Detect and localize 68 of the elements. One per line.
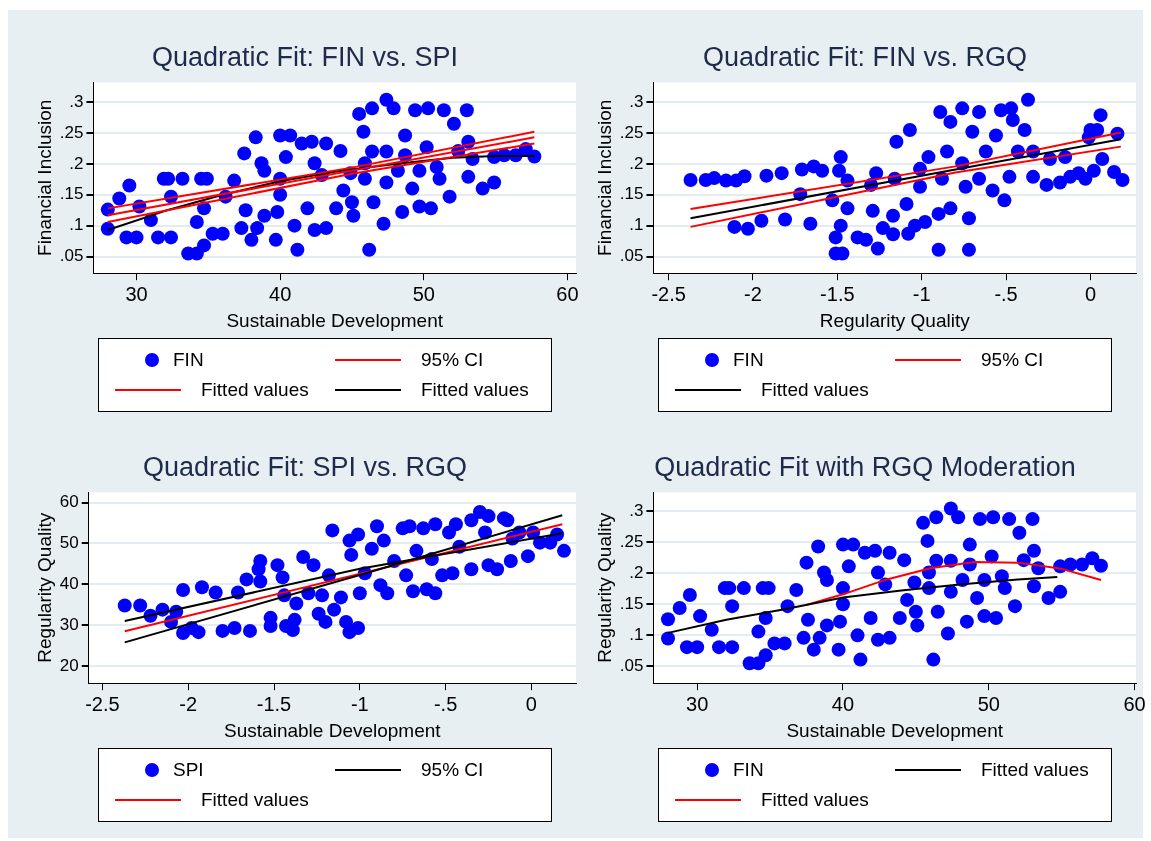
x-tick-label: -.5 — [994, 282, 1018, 305]
x-tick-label: -1 — [350, 692, 369, 715]
y-tick-label: .15 — [619, 593, 644, 613]
y-tick-label: .3 — [629, 91, 644, 111]
x-tick-label: 50 — [412, 282, 435, 305]
y-tick-label: 40 — [59, 574, 79, 594]
legend-label: FIN — [173, 349, 204, 371]
legend-label: 95% CI — [421, 759, 484, 781]
chart-title: Quadratic Fit with RGQ Moderation — [654, 451, 1076, 482]
y-tick-label: .05 — [59, 246, 84, 266]
y-tick-label: .25 — [619, 122, 644, 142]
x-tick-label: -1 — [912, 282, 931, 305]
y-tick-label: .2 — [629, 153, 644, 173]
x-tick-label: 0 — [525, 692, 537, 715]
x-tick-label: 30 — [686, 692, 709, 715]
legend-label: Fitted values — [761, 789, 869, 811]
x-tick-label: -2.5 — [85, 692, 120, 715]
legend-label: Fitted values — [981, 759, 1089, 781]
legend-label: FIN — [733, 349, 764, 371]
y-tick-label: .05 — [619, 656, 644, 676]
legend-label: SPI — [173, 759, 204, 781]
legend-label: 95% CI — [981, 349, 1044, 371]
x-axis-title: Sustainable Development — [226, 309, 444, 331]
chart-title: Quadratic Fit: FIN vs. RGQ — [702, 41, 1028, 72]
x-tick-label: 60 — [556, 282, 579, 305]
x-axis-title: Sustainable Development — [224, 719, 442, 741]
chart-title: Quadratic Fit: FIN vs. SPI — [151, 41, 459, 72]
chart-title: Quadratic Fit: SPI vs. RGQ — [142, 451, 468, 482]
y-axis-title: Financial Inclusion — [593, 99, 615, 256]
y-tick-label: 30 — [59, 614, 79, 634]
y-tick-label: 20 — [59, 655, 79, 675]
legend-label: Fitted values — [761, 379, 869, 401]
y-tick-label: 60 — [59, 492, 79, 512]
y-tick-label: .25 — [619, 531, 644, 551]
x-tick-label: 50 — [977, 692, 1000, 715]
y-tick-label: 50 — [59, 533, 79, 553]
legend-label: 95% CI — [421, 349, 484, 371]
x-tick-label: -2 — [179, 692, 198, 715]
y-tick-label: .1 — [629, 215, 644, 235]
x-tick-label: 60 — [1123, 692, 1146, 715]
y-axis-title: Regularity Quality — [33, 512, 55, 663]
x-tick-label: -2.5 — [651, 282, 686, 305]
y-tick-label: .3 — [629, 500, 644, 520]
x-tick-label: 40 — [269, 282, 292, 305]
y-axis-title: Regularity Quality — [593, 512, 615, 663]
y-tick-label: .25 — [59, 122, 84, 142]
x-tick-label: 30 — [125, 282, 148, 305]
y-tick-label: .1 — [629, 625, 644, 645]
y-tick-label: .2 — [69, 153, 84, 173]
legend-label: Fitted values — [201, 379, 309, 401]
legend-label: Fitted values — [201, 789, 309, 811]
y-tick-label: .05 — [619, 246, 644, 266]
y-tick-label: .2 — [629, 562, 644, 582]
y-tick-label: .15 — [59, 184, 84, 204]
x-tick-label: 0 — [1084, 282, 1097, 305]
y-tick-label: .1 — [69, 215, 84, 235]
y-tick-label: .3 — [69, 91, 84, 111]
x-tick-label: -1.5 — [256, 692, 292, 715]
x-axis-title: Sustainable Development — [786, 719, 1004, 741]
x-tick-label: -.5 — [433, 692, 458, 715]
x-tick-label: 40 — [831, 692, 855, 715]
x-tick-label: -1.5 — [820, 282, 855, 305]
legend-label: Fitted values — [421, 379, 529, 401]
y-tick-label: .15 — [619, 184, 644, 204]
x-tick-label: -2 — [744, 282, 762, 305]
legend-label: FIN — [733, 759, 764, 781]
y-axis-title: Financial Inclusion — [33, 99, 55, 256]
x-axis-title: Regularity Quality — [819, 309, 971, 331]
